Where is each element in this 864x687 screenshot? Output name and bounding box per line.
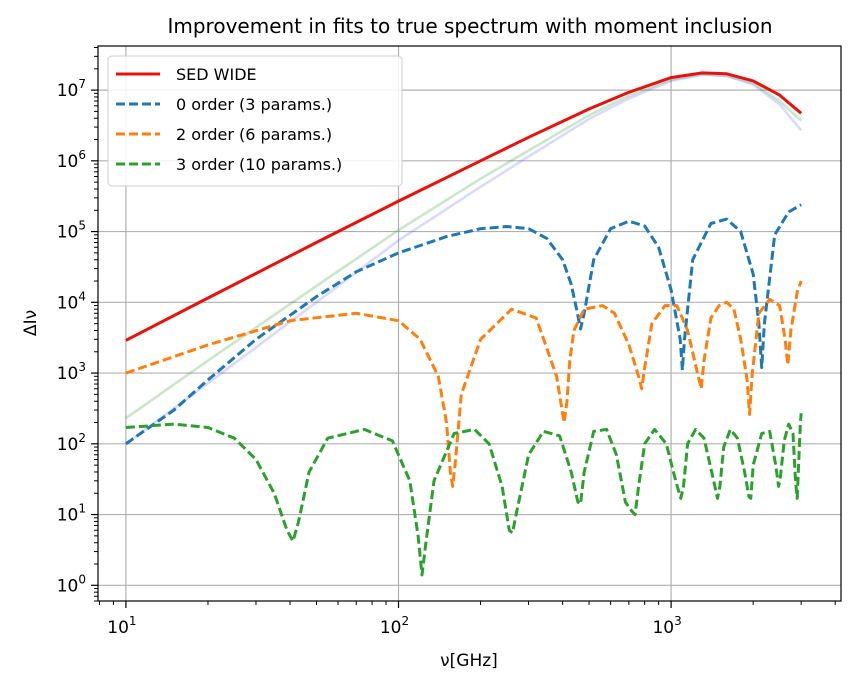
y-tick-label: 104 bbox=[57, 289, 86, 313]
y-tick-label: 102 bbox=[57, 431, 86, 455]
series-line-5 bbox=[125, 73, 803, 445]
series-line-4 bbox=[125, 72, 803, 420]
legend-label: SED WIDE bbox=[176, 65, 257, 84]
legend-label: 0 order (3 params.) bbox=[176, 95, 332, 114]
series-line-2 bbox=[125, 280, 803, 488]
y-axis-ticks: 100 101 102 103 104 105 106 107 bbox=[57, 46, 98, 602]
y-tick-label: 105 bbox=[57, 219, 86, 243]
chart-title: Improvement in fits to true spectrum wit… bbox=[167, 14, 772, 38]
x-tick-label: 101 bbox=[107, 614, 136, 638]
legend: SED WIDE 0 order (3 params.) 2 order (6 pa… bbox=[107, 55, 403, 187]
series-line-0 bbox=[125, 71, 803, 342]
y-tick-label: 107 bbox=[57, 77, 86, 101]
series-line-3 bbox=[125, 413, 803, 577]
y-tick-label: 103 bbox=[57, 360, 86, 384]
x-tick-label: 102 bbox=[380, 614, 409, 638]
x-axis-ticks: 101 102 103 bbox=[98, 601, 836, 638]
y-tick-label: 101 bbox=[57, 502, 86, 526]
series-line-1 bbox=[125, 203, 802, 446]
y-axis-title: ΔIν bbox=[21, 310, 41, 336]
legend-label: 3 order (10 params.) bbox=[176, 155, 342, 174]
y-tick-label: 106 bbox=[57, 148, 86, 172]
x-tick-label: 103 bbox=[652, 614, 681, 638]
legend-label: 2 order (6 params.) bbox=[176, 125, 332, 144]
plot-series bbox=[125, 71, 803, 577]
x-axis-title: ν[GHz] bbox=[440, 651, 498, 671]
y-tick-label: 100 bbox=[57, 572, 86, 596]
legend-box bbox=[107, 55, 403, 187]
